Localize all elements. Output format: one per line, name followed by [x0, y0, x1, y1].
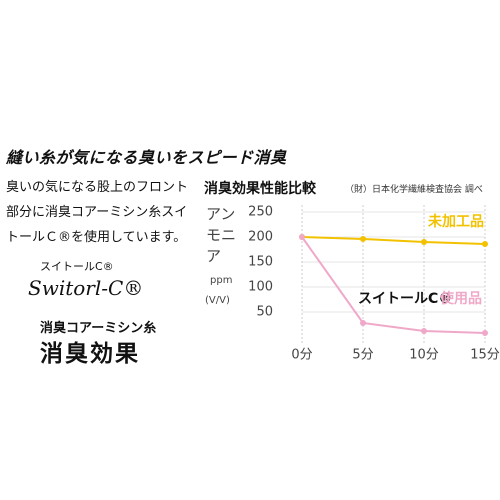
x-tick-label: 5分 [352, 348, 373, 363]
y-tick-label: 250 [248, 205, 273, 220]
y-tick-label: 150 [248, 255, 273, 270]
legend-label: 使用品 [439, 290, 482, 307]
legend-label: 未加工品 [428, 213, 484, 230]
description-line: 臭いの気になる股上のフロント [6, 180, 189, 195]
description-line: 部分に消臭コアーミシン糸スイ [6, 205, 188, 220]
data-point [482, 241, 488, 247]
annotation: スイトールC® [358, 291, 452, 307]
heading: 縫い糸が気になる臭いをスピード消臭 [6, 148, 287, 167]
logo-kana: スイトールC® [40, 260, 114, 273]
y-axis-unit: ppm [210, 275, 233, 286]
x-tick-label: 0分 [291, 348, 312, 363]
data-point [421, 239, 427, 245]
y-tick-label: 100 [248, 280, 273, 295]
y-tick-label: 50 [256, 305, 273, 320]
x-tick-label: 10分 [409, 348, 439, 363]
chart-source: （財）日本化学繊維検査協会 調べ [345, 185, 483, 195]
data-point [360, 236, 366, 242]
chart-title: 消臭効果性能比較 [204, 181, 316, 197]
y-tick-label: 200 [248, 230, 273, 245]
description-line: トールＣ®を使用しています。 [6, 230, 187, 245]
data-point [299, 234, 305, 240]
x-tick-label: 15分 [470, 348, 500, 363]
y-axis-label: アンモニア [206, 205, 237, 265]
product-line: 消臭コアーミシン糸 [40, 321, 157, 336]
product-effect: 消臭効果 [40, 341, 140, 367]
series-line [301, 236, 486, 245]
series-line [301, 236, 486, 334]
data-point [482, 330, 488, 336]
logo-script: Switorl-C® [28, 276, 144, 300]
y-axis-unit: (V/V) [205, 295, 230, 306]
data-point [360, 320, 366, 326]
data-point [421, 328, 427, 334]
